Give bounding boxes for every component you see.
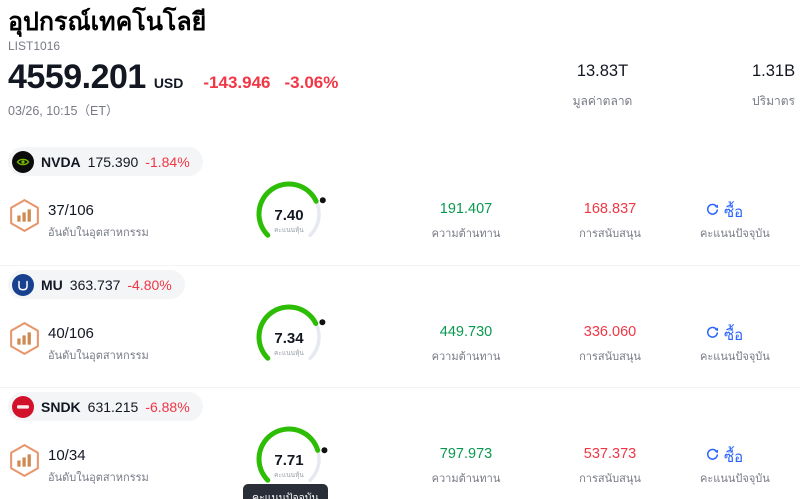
- signal-refresh-icon: [706, 448, 719, 466]
- ticker-change: -4.80%: [127, 276, 172, 293]
- stock-score-label: คะแนนหุ้น: [274, 226, 304, 234]
- ticker-symbol: SNDK: [41, 398, 81, 415]
- signal-label: คะแนนปัจจุบัน: [700, 473, 770, 485]
- industry-rank: 40/106: [48, 325, 94, 342]
- buy-signal: ซื้อ: [706, 445, 743, 469]
- buy-signal: ซื้อ: [706, 323, 743, 347]
- stock-row-sndk: SNDK 631.215 -6.88% 10/34 อันดับในอุตสาห…: [0, 387, 800, 499]
- resistance-label: ความต้านทาน: [431, 351, 501, 363]
- ticker-change: -1.84%: [145, 153, 190, 170]
- industry-rank: 10/34: [48, 447, 86, 464]
- resistance-label: ความต้านทาน: [431, 228, 501, 240]
- signal-label: คะแนนปัจจุบัน: [700, 228, 770, 240]
- resistance-label: ความต้านทาน: [431, 473, 501, 485]
- ticker-symbol: MU: [41, 276, 63, 293]
- signal-refresh-icon: [706, 203, 719, 221]
- industry-rank: 37/106: [48, 202, 94, 219]
- stock-list: NVDA 175.390 -1.84% 37/106 อันดับในอุตสา…: [0, 143, 800, 499]
- stock-score-label: คะแนนหุ้น: [274, 349, 304, 357]
- stock-score-gauge: 7.40 คะแนนหุ้น: [256, 181, 326, 238]
- stock-chip-nvda[interactable]: NVDA 175.390 -1.84%: [8, 147, 203, 176]
- support-block: 168.837 การสนับสนุน: [540, 201, 680, 242]
- signal-label: คะแนนปัจจุบัน: [700, 351, 770, 363]
- mu-logo-icon: [12, 273, 34, 296]
- support-value: 537.373: [583, 446, 637, 462]
- industry-rank-icon: [10, 322, 39, 355]
- support-label: การสนับสนุน: [579, 473, 641, 485]
- index-change: -143.946 -3.06%: [203, 73, 338, 93]
- support-value: 168.837: [583, 201, 637, 217]
- nvda-logo-icon: [12, 150, 34, 173]
- page-title: อุปกรณ์เทคโนโลยี: [8, 8, 207, 36]
- quote-timestamp: 03/26, 10:15（ET）: [8, 104, 119, 118]
- support-label: การสนับสนุน: [579, 228, 641, 240]
- buy-signal: ซื้อ: [706, 200, 743, 224]
- stock-row-nvda: NVDA 175.390 -1.84% 37/106 อันดับในอุตสา…: [0, 143, 800, 265]
- index-change-pct: -3.06%: [284, 73, 339, 92]
- volume-label: ปริมาตร: [752, 94, 795, 108]
- signal-text: ซื้อ: [724, 204, 744, 221]
- ticker-price: 175.390: [87, 153, 139, 170]
- stock-score-gauge: 7.71 คะแนนหุ้น: [256, 426, 328, 483]
- support-block: 537.373 การสนับสนุน: [540, 446, 680, 487]
- industry-rank-icon: [10, 444, 39, 477]
- index-price-line: 4559.201 USD -143.946 -3.06%: [8, 58, 338, 97]
- stock-score-value: 7.71: [274, 452, 303, 469]
- stock-chip-mu[interactable]: MU 363.737 -4.80%: [8, 270, 185, 299]
- ticker-price: 631.215: [87, 398, 139, 415]
- index-price: 4559.201: [8, 58, 146, 96]
- index-change-value: -143.946: [203, 73, 271, 92]
- support-label: การสนับสนุน: [579, 351, 641, 363]
- volume-value: 1.31B: [752, 62, 796, 80]
- resistance-value: 191.407: [439, 201, 493, 217]
- resistance-block: 449.730 ความต้านทาน: [396, 324, 536, 365]
- signal-text: ซื้อ: [724, 449, 744, 466]
- ticker-price: 363.737: [69, 276, 121, 293]
- industry-rank-label: อันดับในอุตสาหกรรม: [48, 227, 149, 239]
- ticker-symbol: NVDA: [41, 153, 81, 170]
- ticker-change: -6.88%: [145, 398, 190, 415]
- stock-chip-sndk[interactable]: SNDK 631.215 -6.88%: [8, 392, 203, 421]
- industry-rank-label: อันดับในอุตสาหกรรม: [48, 350, 149, 362]
- resistance-value: 449.730: [439, 324, 493, 340]
- volume-stat: 1.31B ปริมาตร: [752, 62, 800, 111]
- market-cap-label: มูลค่าตลาด: [572, 94, 633, 108]
- stock-score-label: คะแนนหุ้น: [274, 471, 304, 479]
- signal-text: ซื้อ: [724, 327, 744, 344]
- index-currency: USD: [153, 75, 184, 91]
- industry-rank-icon: [10, 199, 39, 232]
- stock-score-value: 7.40: [274, 207, 303, 224]
- stock-score-gauge: 7.34 คะแนนหุ้น: [256, 304, 326, 361]
- support-value: 336.060: [583, 324, 637, 340]
- market-cap-value: 13.83T: [576, 62, 629, 80]
- stock-row-mu: MU 363.737 -4.80% 40/106 อันดับในอุตสาหก…: [0, 265, 800, 387]
- resistance-value: 797.973: [439, 446, 493, 462]
- index-code: LIST1016: [8, 39, 61, 53]
- market-cap-stat: 13.83T มูลค่าตลาด: [545, 62, 660, 111]
- support-block: 336.060 การสนับสนุน: [540, 324, 680, 365]
- resistance-block: 797.973 ความต้านทาน: [396, 446, 536, 487]
- gauge-tooltip: คะแนนปัจจุบัน: [243, 484, 328, 499]
- sndk-logo-icon: [12, 395, 34, 418]
- resistance-block: 191.407 ความต้านทาน: [396, 201, 536, 242]
- industry-rank-label: อันดับในอุตสาหกรรม: [48, 472, 149, 484]
- stock-score-value: 7.34: [274, 330, 304, 347]
- signal-refresh-icon: [706, 326, 719, 344]
